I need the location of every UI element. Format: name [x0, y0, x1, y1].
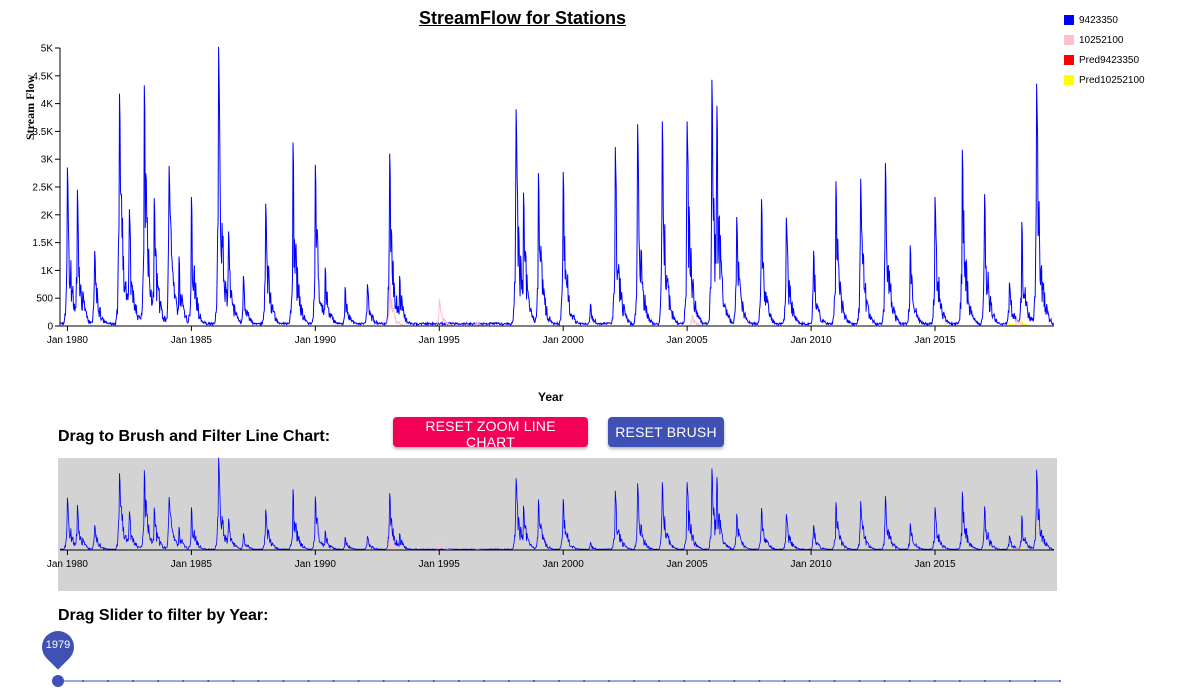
- slider-tick-mark: [282, 680, 285, 682]
- slider-tick-mark: [482, 680, 485, 682]
- year-slider-track[interactable]: [0, 670, 1178, 694]
- legend-item: 9423350: [1064, 10, 1145, 30]
- reset-brush-button[interactable]: RESET BRUSH: [608, 417, 724, 447]
- slider-tick-mark: [983, 680, 986, 682]
- slider-tick-mark: [1008, 680, 1011, 682]
- legend-swatch: [1064, 75, 1074, 85]
- slider-tick-mark: [733, 680, 736, 682]
- slider-value-text: 1979: [45, 639, 71, 651]
- legend-swatch: [1064, 15, 1074, 25]
- x-tick-label: Jan 1985: [171, 559, 213, 570]
- slider-tick-mark: [507, 680, 510, 682]
- chart-title: StreamFlow for Stations: [419, 8, 627, 28]
- x-tick-label: Jan 2005: [667, 335, 709, 346]
- slider-tick-mark: [883, 680, 886, 682]
- slider-tick-mark: [532, 680, 535, 682]
- reset-zoom-button[interactable]: RESET ZOOM LINE CHART: [393, 417, 588, 450]
- y-tick-label: 5K: [41, 44, 54, 55]
- slider-tick-mark: [808, 680, 811, 682]
- x-tick-label: Jan 2005: [667, 559, 709, 570]
- legend-swatch: [1064, 35, 1074, 45]
- series-line-10252100: [60, 280, 1054, 327]
- x-tick-label: Jan 1995: [419, 335, 461, 346]
- slider-tick-mark: [858, 680, 861, 682]
- slider-tick-mark: [958, 680, 961, 682]
- brush-section-title: Drag to Brush and Filter Line Chart:: [58, 428, 331, 445]
- y-tick-label: 3.5K: [32, 127, 53, 138]
- y-tick-label: 1.5K: [32, 238, 53, 249]
- legend-item: Pred10252100: [1064, 70, 1145, 90]
- slider-tick-mark: [432, 680, 435, 682]
- y-tick-label: 4K: [41, 99, 54, 110]
- y-tick-label: 500: [36, 294, 53, 305]
- y-tick-label: 0: [47, 322, 53, 333]
- legend-item: Pred9423350: [1064, 50, 1145, 70]
- slider-tick-mark: [608, 680, 611, 682]
- slider-tick-mark: [1059, 680, 1061, 682]
- slider-section-title: Drag Slider to filter by Year:: [58, 607, 269, 624]
- brush-area[interactable]: [58, 458, 1057, 591]
- legend-label: 9423350: [1079, 14, 1118, 26]
- slider-tick-mark: [107, 680, 110, 682]
- x-tick-label: Jan 1995: [419, 559, 461, 570]
- x-tick-label: Jan 2015: [914, 559, 956, 570]
- x-tick-label: Jan 1980: [47, 335, 89, 346]
- legend-swatch: [1064, 55, 1074, 65]
- legend: 9423350 10252100 Pred9423350 Pred10252100: [1064, 10, 1145, 90]
- y-tick-label: 2.5K: [32, 183, 53, 194]
- slider-tick-mark: [633, 680, 636, 682]
- slider-tick-mark: [382, 680, 385, 682]
- slider-tick-mark: [332, 680, 335, 682]
- x-tick-label: Jan 2010: [790, 335, 832, 346]
- slider-tick-mark: [783, 680, 786, 682]
- y-tick-label: 4.5K: [32, 71, 53, 82]
- slider-tick-mark: [207, 680, 210, 682]
- slider-tick-mark: [132, 680, 135, 682]
- main-line-chart[interactable]: Jan 1980 Jan 1985 Jan 1990 Jan 1995 Jan 2000…: [0, 0, 1178, 360]
- slider-tick-mark: [1033, 680, 1036, 682]
- slider-tick-mark: [232, 680, 235, 682]
- slider-tick-mark: [558, 680, 560, 682]
- slider-tick-mark: [833, 680, 836, 682]
- slider-tick-mark: [933, 680, 936, 682]
- slider-tick-mark: [157, 680, 160, 682]
- slider-tick-mark: [407, 680, 410, 682]
- x-tick-label: Jan 1985: [171, 335, 213, 346]
- slider-tick-mark: [82, 680, 85, 682]
- x-tick-label: Jan 2000: [543, 335, 585, 346]
- x-tick-label: Jan 2000: [543, 559, 585, 570]
- slider-tick-mark: [182, 680, 185, 682]
- slider-tick-mark: [658, 680, 661, 682]
- x-tick-label: Jan 1990: [295, 559, 337, 570]
- legend-label: Pred9423350: [1079, 54, 1140, 66]
- legend-item: 10252100: [1064, 30, 1145, 50]
- slider-tick-mark: [708, 680, 711, 682]
- slider-tick-mark: [357, 680, 360, 682]
- legend-label: 10252100: [1079, 34, 1124, 46]
- y-tick-label: 3K: [41, 155, 54, 166]
- slider-tick-mark: [908, 680, 911, 682]
- x-tick-label: Jan 1990: [295, 335, 337, 346]
- slider-tick-mark: [457, 680, 460, 682]
- slider-tick-mark: [583, 680, 586, 682]
- series-line-10252100: [60, 534, 1054, 551]
- slider-tick-mark: [683, 680, 686, 682]
- y-tick-label: 1K: [41, 266, 54, 277]
- legend-label: Pred10252100: [1079, 74, 1145, 86]
- year-slider-thumb[interactable]: [52, 675, 64, 687]
- x-tick-label: Jan 2015: [914, 335, 956, 346]
- slider-tick-mark: [307, 680, 310, 682]
- x-axis-label: Year: [538, 390, 564, 404]
- slider-tick-mark: [257, 680, 260, 682]
- x-tick-label: Jan 2010: [790, 559, 832, 570]
- y-tick-label: 2K: [41, 210, 54, 221]
- slider-tick-mark: [758, 680, 761, 682]
- overview-line-chart[interactable]: Jan 1980 Jan 1985 Jan 1990 Jan 1995 Jan 2000…: [0, 440, 1178, 590]
- series-line-9423350: [59, 457, 1055, 551]
- x-tick-label: Jan 1980: [47, 559, 89, 570]
- series-line-9423350: [59, 46, 1055, 327]
